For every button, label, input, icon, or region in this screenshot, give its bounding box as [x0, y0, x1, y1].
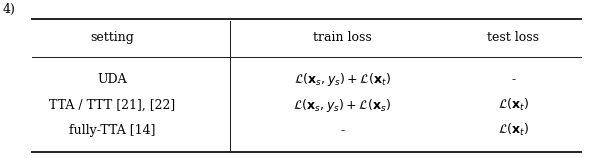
Text: -: -	[512, 73, 515, 86]
Text: $\mathcal{L}(\mathbf{x}_s, y_s) + \mathcal{L}(\mathbf{x}_t)$: $\mathcal{L}(\mathbf{x}_s, y_s) + \mathc…	[294, 71, 391, 88]
Text: -: -	[340, 124, 344, 137]
Text: $\mathcal{L}(\mathbf{x}_s, y_s) + \mathcal{L}(\mathbf{x}_s)$: $\mathcal{L}(\mathbf{x}_s, y_s) + \mathc…	[293, 97, 391, 114]
Text: setting: setting	[90, 31, 134, 44]
Text: $\mathcal{L}(\mathbf{x}_t)$: $\mathcal{L}(\mathbf{x}_t)$	[497, 122, 529, 138]
Text: $\mathcal{L}(\mathbf{x}_t)$: $\mathcal{L}(\mathbf{x}_t)$	[497, 97, 529, 113]
Text: UDA: UDA	[97, 73, 127, 86]
Text: train loss: train loss	[313, 31, 372, 44]
Text: fully-TTA [14]: fully-TTA [14]	[69, 124, 155, 137]
Text: TTA / TTT [21], [22]: TTA / TTT [21], [22]	[49, 99, 175, 112]
Text: 4): 4)	[3, 3, 16, 16]
Text: test loss: test loss	[487, 31, 539, 44]
